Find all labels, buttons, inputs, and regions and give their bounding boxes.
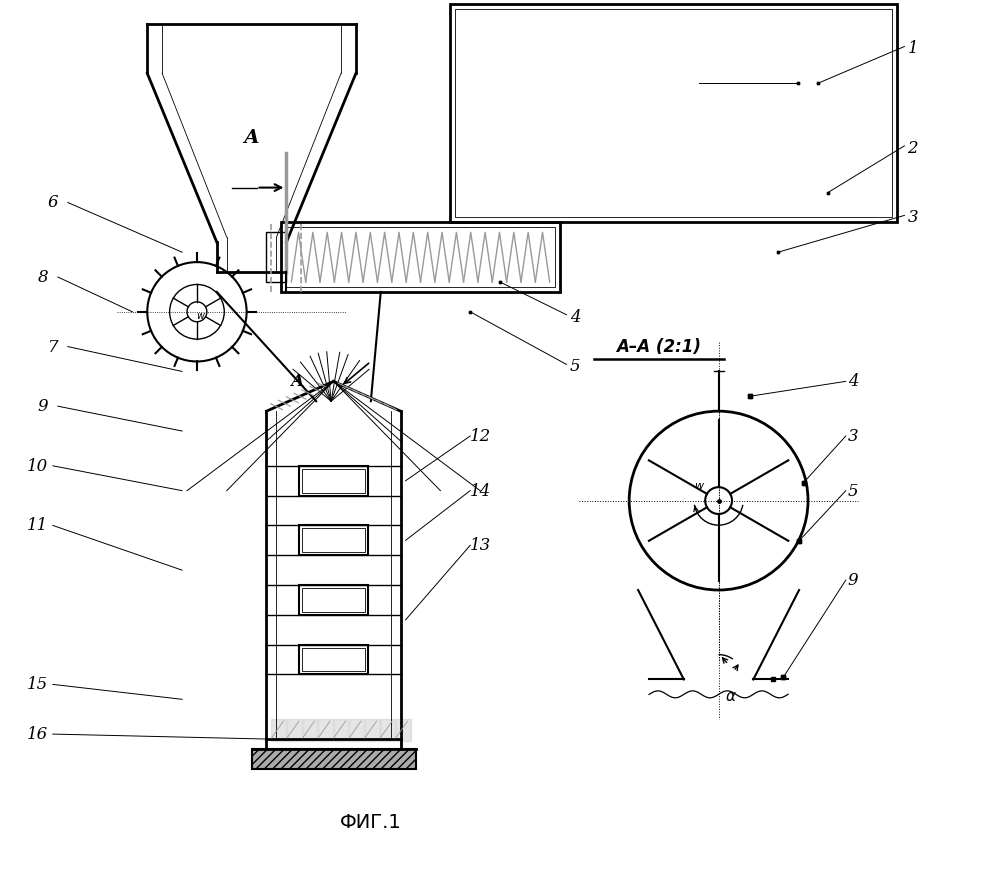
Polygon shape: [271, 719, 286, 741]
Text: 3: 3: [848, 428, 858, 445]
Text: 4: 4: [570, 308, 580, 326]
Text: 4: 4: [848, 374, 858, 390]
Text: 9: 9: [38, 398, 48, 415]
Bar: [286, 227, 555, 287]
Text: 1: 1: [907, 40, 918, 57]
Bar: [302, 588, 365, 611]
Text: 11: 11: [27, 517, 49, 535]
Text: 5: 5: [570, 358, 580, 375]
Text: w: w: [196, 311, 204, 321]
Bar: [266, 233, 286, 282]
Text: 5: 5: [848, 483, 858, 500]
Polygon shape: [396, 719, 411, 741]
Polygon shape: [365, 719, 380, 741]
Bar: [455, 9, 892, 218]
Text: А–А (2:1): А–А (2:1): [616, 338, 701, 355]
Text: α: α: [726, 689, 736, 705]
Bar: [302, 529, 365, 552]
Text: 14: 14: [470, 483, 491, 500]
Text: 2: 2: [907, 140, 918, 157]
Bar: [252, 749, 416, 769]
Bar: [299, 585, 368, 615]
Polygon shape: [287, 719, 302, 741]
Polygon shape: [303, 719, 317, 741]
Bar: [450, 3, 897, 222]
Polygon shape: [334, 719, 348, 741]
Text: ФИГ.1: ФИГ.1: [340, 814, 402, 833]
Text: 3: 3: [907, 209, 918, 226]
Bar: [299, 645, 368, 674]
Bar: [281, 222, 560, 292]
Text: w: w: [694, 481, 703, 490]
Text: 15: 15: [27, 677, 49, 693]
Bar: [299, 466, 368, 496]
Bar: [302, 648, 365, 672]
Text: А: А: [291, 374, 305, 390]
Text: 16: 16: [27, 726, 49, 743]
Polygon shape: [349, 719, 364, 741]
Text: 10: 10: [27, 458, 49, 475]
Text: 9: 9: [848, 572, 858, 589]
Text: 6: 6: [48, 194, 58, 212]
Text: 8: 8: [38, 269, 48, 286]
Polygon shape: [380, 719, 395, 741]
Text: 7: 7: [48, 339, 58, 355]
Bar: [299, 525, 368, 555]
Text: 13: 13: [470, 537, 491, 554]
Polygon shape: [318, 719, 333, 741]
Text: 12: 12: [470, 428, 491, 445]
Text: А: А: [244, 129, 260, 147]
Bar: [302, 469, 365, 493]
